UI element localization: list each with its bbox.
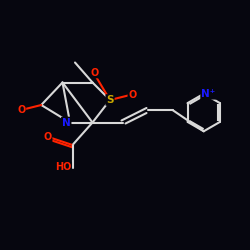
Text: N: N	[62, 118, 71, 128]
Text: O: O	[17, 105, 25, 115]
Text: HO: HO	[55, 162, 71, 172]
Text: O: O	[91, 68, 99, 78]
Text: S: S	[106, 95, 114, 105]
Text: N⁺: N⁺	[201, 89, 216, 99]
Text: O: O	[128, 90, 136, 100]
Text: O: O	[44, 132, 52, 142]
